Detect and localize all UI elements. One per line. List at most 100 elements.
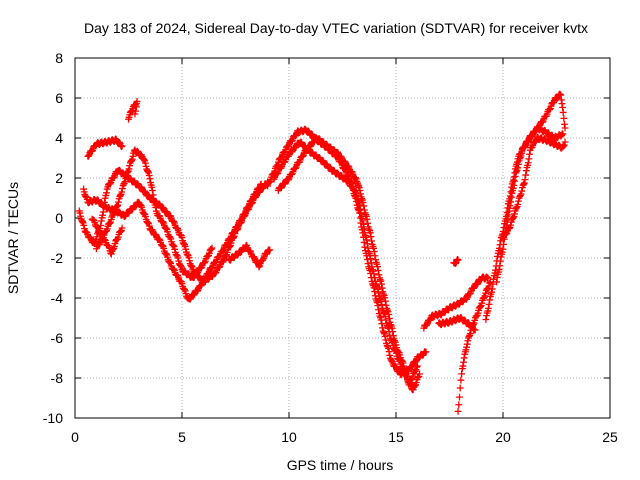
data-point — [363, 252, 371, 260]
data-point — [367, 233, 375, 241]
data-point — [375, 271, 383, 279]
data-point — [114, 201, 122, 209]
data-point — [118, 188, 126, 196]
data-point — [412, 367, 419, 375]
data-point — [85, 152, 92, 160]
data-point — [559, 130, 567, 138]
x-axis-title: GPS time / hours — [287, 457, 394, 473]
data-point — [387, 321, 395, 329]
data-point — [284, 142, 292, 150]
data-point — [367, 255, 375, 262]
data-point — [358, 195, 366, 203]
data-point — [470, 284, 478, 292]
data-point — [257, 180, 265, 188]
data-point — [558, 131, 566, 139]
data-point — [86, 233, 94, 241]
data-point — [514, 201, 522, 208]
data-point — [386, 315, 393, 322]
data-point — [559, 109, 567, 116]
data-point — [380, 290, 387, 298]
data-point — [366, 267, 374, 274]
data-point — [170, 241, 177, 249]
data-point — [277, 164, 285, 172]
y-axis-ticks: -10 -8 -6 -4 -2 0 2 4 6 8 — [43, 50, 610, 426]
y-tick-label: 4 — [55, 130, 63, 146]
data-point — [422, 348, 430, 356]
x-tick-label: 25 — [602, 429, 618, 445]
data-point — [546, 106, 554, 113]
data-point — [162, 225, 170, 232]
data-point — [383, 342, 391, 349]
data-point — [177, 262, 185, 270]
data-point — [382, 301, 390, 309]
series-track-2 — [80, 180, 265, 303]
data-point — [560, 115, 568, 122]
data-point — [367, 274, 375, 282]
x-tick-label: 5 — [178, 429, 186, 445]
data-point — [378, 280, 385, 288]
data-point — [388, 324, 396, 332]
y-tick-label: 2 — [55, 170, 63, 186]
data-point — [412, 358, 419, 366]
data-point — [234, 251, 242, 259]
y-axis-title: SDTVAR / TECUs — [5, 182, 21, 294]
data-point — [207, 245, 215, 253]
y-tick-label: 6 — [55, 90, 63, 106]
data-point — [121, 213, 129, 220]
data-point — [255, 184, 263, 192]
data-point — [561, 124, 569, 132]
data-point — [257, 181, 264, 189]
x-axis-ticks: 0 5 10 15 20 25 — [71, 58, 618, 445]
data-point — [208, 244, 216, 252]
data-point — [364, 260, 372, 268]
y-tick-label: 0 — [55, 210, 63, 226]
data-point — [172, 251, 180, 258]
data-point — [385, 348, 393, 356]
data-point — [119, 185, 126, 192]
data-point — [376, 276, 384, 284]
y-tick-label: -6 — [51, 330, 64, 346]
data-point — [128, 206, 136, 214]
data-point — [458, 370, 466, 378]
data-point — [518, 187, 526, 195]
data-point — [129, 153, 137, 160]
data-point — [377, 316, 385, 324]
data-point — [125, 165, 133, 173]
data-point — [363, 215, 371, 223]
data-point — [413, 363, 421, 371]
x-tick-label: 20 — [495, 429, 511, 445]
data-point — [359, 198, 367, 206]
data-point — [380, 329, 388, 337]
data-point — [117, 192, 124, 199]
data-point — [370, 244, 378, 252]
x-tick-label: 10 — [281, 429, 297, 445]
data-point — [515, 197, 522, 205]
y-tick-label: 8 — [55, 50, 63, 66]
data-point — [174, 254, 182, 262]
data-point — [423, 322, 430, 329]
data-point — [132, 103, 140, 111]
data-point — [457, 376, 465, 384]
data-point — [416, 370, 423, 378]
data-point — [371, 288, 378, 295]
y-tick-label: -2 — [51, 250, 64, 266]
data-point — [370, 248, 378, 255]
data-point — [520, 180, 528, 188]
data-point — [374, 302, 382, 310]
data-point — [388, 357, 396, 365]
data-point — [382, 297, 389, 305]
data-point — [101, 236, 109, 243]
data-point — [484, 274, 492, 282]
data-point — [366, 229, 374, 237]
data-point — [118, 224, 126, 232]
data-point — [456, 384, 464, 392]
data-point — [391, 337, 399, 345]
data-point — [381, 332, 389, 340]
data-point — [513, 204, 520, 212]
y-tick-label: -8 — [51, 370, 64, 386]
data-point — [360, 202, 368, 210]
x-tick-label: 0 — [71, 429, 79, 445]
series-track-4 — [88, 215, 126, 258]
